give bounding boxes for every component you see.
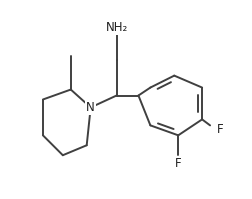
Text: F: F xyxy=(216,123,223,136)
Text: N: N xyxy=(86,101,95,114)
Text: NH₂: NH₂ xyxy=(105,21,127,34)
Text: F: F xyxy=(174,157,181,170)
